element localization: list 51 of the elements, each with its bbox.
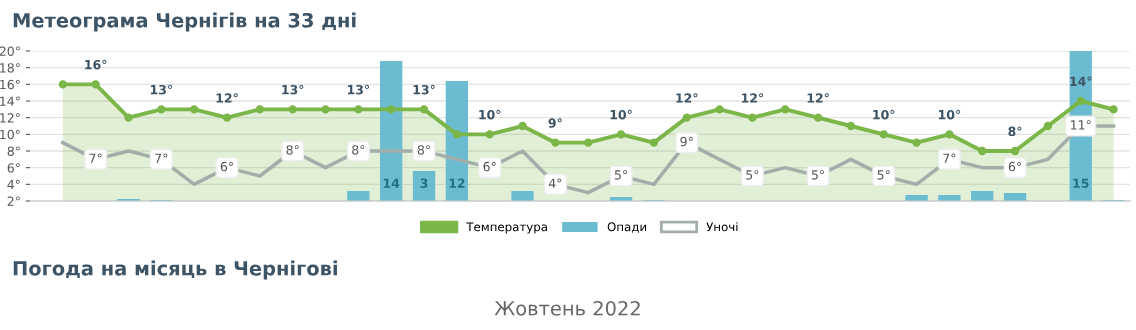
data-label: 9° [680,136,693,147]
data-label: 13° [347,84,370,95]
y-tick-label: 14° [0,96,20,106]
data-label: 4° [548,178,562,188]
data-label: 12° [216,93,238,103]
data-label: 10° [873,109,895,120]
data-label: 6° [1008,161,1021,172]
y-tick-label: 18° [0,63,20,73]
legend-label: Уночі [706,222,738,232]
data-label: 9° [548,118,562,128]
y-tick-label: 12° [0,113,20,123]
data-label: 7° [155,153,168,163]
data-label: 10° [479,109,501,120]
data-label: 5° [746,170,759,180]
data-label: 7° [943,153,956,163]
y-tick-label: 8° [7,146,20,156]
data-label: 5° [877,170,890,180]
legend-label: Опади [607,222,647,233]
data-label: 14° [1070,76,1092,86]
data-label: 12 [449,178,465,188]
data-label: 13° [413,84,435,95]
data-label: 5° [811,170,824,180]
data-label: 14 [383,178,400,188]
data-label: 8° [1008,126,1022,137]
data-label: 8° [286,145,299,155]
data-label: 15 [1073,178,1089,188]
data-label: 12° [807,93,829,103]
data-label: 6° [220,161,233,172]
y-tick-label: 10° [0,129,20,140]
text: Жовтень 2022 [494,300,640,316]
data-label: 16° [85,59,107,70]
y-tick-label: 16° [0,79,20,90]
y-tick-label: 6° [7,163,20,173]
data-label: 8° [352,145,365,155]
chart-title: Метеограма Чернігів на 33 дні [13,12,356,32]
data-label: 6° [483,161,496,172]
data-label: 10° [610,109,632,120]
text: Погода на місяць в Чернігові [13,260,337,280]
data-label: 12° [676,93,698,103]
data-label: 3 [420,178,428,188]
data-label: 13° [282,84,304,95]
data-label: 7° [89,153,102,163]
y-tick-label: 4° [7,179,20,190]
data-label: 10° [938,109,961,120]
y-tick-label: 20° [0,46,20,56]
legend-label: Температура [466,222,547,234]
data-label: 13° [150,84,173,95]
y-tick-label: 2° [7,196,20,206]
data-label: 12° [741,93,764,103]
data-label: 8° [417,145,430,155]
data-label: 5° [614,170,627,180]
